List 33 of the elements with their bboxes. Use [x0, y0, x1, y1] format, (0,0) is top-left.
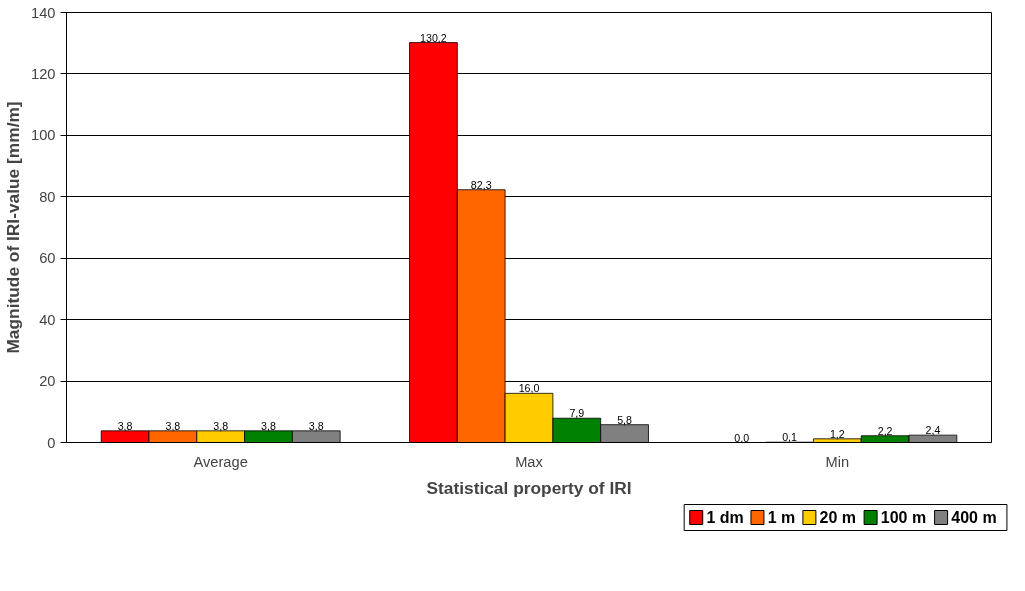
data-label: 7,9 [569, 407, 585, 420]
data-label: 2,2 [877, 424, 893, 437]
data-label: 0,0 [734, 431, 750, 444]
data-label: 130,2 [420, 31, 447, 44]
legend-label: 20 m [819, 509, 857, 526]
data-label: 3,8 [261, 419, 276, 432]
data-label: 82,3 [470, 178, 492, 191]
y-axis-title: Magnitude of IRI-value [mm/m] [3, 101, 24, 354]
data-label: 3,8 [213, 419, 229, 432]
y-tick-label: 120 [31, 65, 56, 82]
y-tick-label: 60 [39, 250, 56, 267]
legend-label: 1 dm [706, 509, 744, 526]
data-label: 3,8 [117, 419, 133, 432]
legend-label: 400 m [951, 509, 997, 526]
legend-label: 1 m [767, 509, 796, 526]
x-tick-label: Max [515, 453, 544, 470]
x-axis-title: Statistical property of IRI [426, 477, 632, 498]
x-tick-label: Average [193, 453, 248, 470]
data-label: 16,0 [518, 382, 540, 395]
data-label: 5,8 [617, 413, 633, 426]
y-tick-label: 140 [31, 4, 56, 21]
data-label: 3,8 [308, 419, 324, 432]
y-tick-label: 40 [39, 311, 56, 328]
y-tick-label: 0 [47, 434, 56, 451]
data-label: 2,4 [925, 424, 941, 437]
x-tick-label: Min [825, 453, 850, 470]
y-tick-label: 100 [31, 127, 56, 144]
y-tick-label: 20 [39, 373, 56, 390]
data-label: 1,2 [829, 427, 845, 440]
data-label: 3,8 [165, 419, 181, 432]
data-label: 0,1 [782, 431, 798, 444]
y-tick-label: 80 [39, 188, 56, 205]
legend-label: 100 m [880, 509, 927, 526]
